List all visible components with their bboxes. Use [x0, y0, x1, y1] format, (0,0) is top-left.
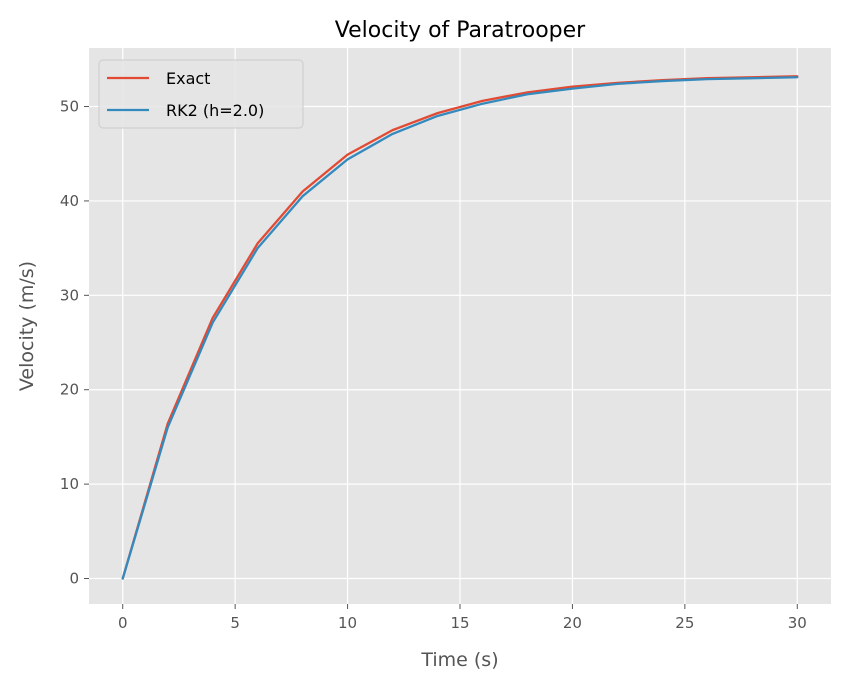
x-tick-label: 5 [230, 614, 240, 632]
y-axis-label: Velocity (m/s) [16, 261, 38, 391]
x-axis: 0 5 10 15 20 25 30 [118, 604, 807, 632]
y-axis: 0 10 20 30 40 50 [60, 98, 89, 588]
x-tick-label: 15 [450, 614, 469, 632]
y-tick-label: 0 [69, 570, 79, 588]
y-tick-label: 40 [60, 192, 79, 210]
series-layer [121, 75, 799, 580]
y-tick-label: 50 [60, 98, 79, 116]
legend-label: Exact [166, 69, 210, 88]
chart-title: Velocity of Paratrooper [335, 18, 586, 43]
legend: Exact RK2 (h=2.0) [98, 59, 304, 129]
legend-box [98, 59, 304, 129]
series-line-rk2 [121, 76, 799, 580]
x-axis-label: Time (s) [420, 649, 498, 671]
x-tick-label: 30 [788, 614, 807, 632]
y-tick-label: 20 [60, 381, 79, 399]
x-tick-label: 10 [338, 614, 357, 632]
grid [89, 48, 831, 604]
y-tick-label: 30 [60, 286, 79, 304]
legend-label: RK2 (h=2.0) [166, 101, 264, 120]
x-tick-label: 20 [563, 614, 582, 632]
x-tick-label: 25 [675, 614, 694, 632]
y-tick-label: 10 [60, 475, 79, 493]
x-tick-label: 0 [118, 614, 128, 632]
